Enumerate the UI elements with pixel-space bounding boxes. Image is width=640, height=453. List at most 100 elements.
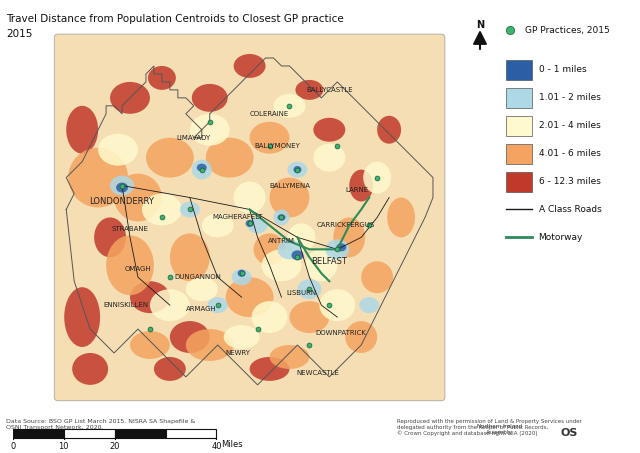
Ellipse shape (180, 202, 200, 217)
Text: BALLYMENA: BALLYMENA (269, 183, 310, 188)
Ellipse shape (250, 357, 289, 381)
Text: Motorway: Motorway (539, 233, 583, 242)
FancyBboxPatch shape (54, 34, 445, 401)
Text: Northern Ireland
Assembly: Northern Ireland Assembly (477, 424, 522, 435)
Ellipse shape (361, 261, 393, 293)
Text: ARMAGH: ARMAGH (186, 306, 217, 312)
Text: STRABANE: STRABANE (111, 226, 148, 232)
Ellipse shape (296, 80, 323, 100)
Ellipse shape (64, 287, 100, 347)
Ellipse shape (269, 345, 309, 369)
Text: 4.01 - 6 miles: 4.01 - 6 miles (539, 149, 600, 158)
Text: BALLYMONEY: BALLYMONEY (255, 143, 300, 149)
Ellipse shape (289, 301, 330, 333)
Ellipse shape (294, 166, 301, 173)
Text: BALLYCASTLE: BALLYCASTLE (306, 87, 353, 93)
Ellipse shape (205, 138, 253, 178)
Ellipse shape (319, 289, 355, 321)
Ellipse shape (234, 182, 266, 213)
Ellipse shape (110, 176, 134, 196)
FancyBboxPatch shape (506, 116, 532, 136)
Text: NEWRY: NEWRY (225, 350, 250, 356)
Text: DOWNPATRICK: DOWNPATRICK (316, 330, 367, 336)
Ellipse shape (72, 353, 108, 385)
Bar (115, 429, 166, 438)
Ellipse shape (106, 236, 154, 295)
Text: DUNGANNON: DUNGANNON (174, 274, 221, 280)
Text: Data Source: BSO GP List March 2015. NISRA SA Shapefile &
OSNI Transport Network: Data Source: BSO GP List March 2015. NIS… (6, 419, 196, 430)
Text: COLERAINE: COLERAINE (250, 111, 289, 117)
Ellipse shape (226, 277, 273, 317)
Ellipse shape (186, 329, 234, 361)
Ellipse shape (314, 144, 345, 172)
Ellipse shape (192, 84, 228, 112)
Ellipse shape (305, 249, 337, 281)
Ellipse shape (94, 217, 126, 257)
Ellipse shape (273, 94, 305, 118)
Ellipse shape (150, 289, 190, 321)
Text: OMAGH: OMAGH (125, 266, 151, 272)
Ellipse shape (377, 116, 401, 144)
Text: GP Practices, 2015: GP Practices, 2015 (525, 25, 609, 34)
Text: N: N (476, 20, 484, 30)
Ellipse shape (333, 217, 365, 257)
Ellipse shape (262, 249, 301, 281)
Ellipse shape (252, 301, 287, 333)
Ellipse shape (66, 106, 98, 154)
Text: 40: 40 (211, 442, 221, 451)
Text: 10: 10 (58, 442, 69, 451)
Ellipse shape (114, 173, 162, 222)
Text: LARNE: LARNE (346, 187, 369, 193)
Ellipse shape (291, 251, 303, 260)
Text: LONDONDERRY: LONDONDERRY (90, 197, 154, 206)
Ellipse shape (314, 118, 345, 142)
Text: Reproduced with the permission of Land & Property Services under
delegated autho: Reproduced with the permission of Land &… (397, 419, 582, 436)
Ellipse shape (116, 183, 128, 193)
Text: NEWCASTLE: NEWCASTLE (296, 370, 339, 376)
Text: MAGHERAFELT: MAGHERAFELT (212, 214, 263, 221)
Ellipse shape (142, 193, 182, 226)
Text: 20: 20 (109, 442, 120, 451)
Text: BELFAST: BELFAST (312, 257, 348, 266)
Ellipse shape (278, 239, 301, 259)
Ellipse shape (325, 239, 349, 259)
Text: OS: OS (561, 428, 579, 438)
Text: 1.01 - 2 miles: 1.01 - 2 miles (539, 93, 600, 102)
Text: 0 - 1 miles: 0 - 1 miles (539, 65, 586, 74)
Ellipse shape (273, 209, 289, 226)
Text: ENNISKILLEN: ENNISKILLEN (104, 302, 148, 308)
FancyBboxPatch shape (506, 172, 532, 192)
Text: 0: 0 (10, 442, 15, 451)
Ellipse shape (364, 162, 391, 193)
Text: A Class Roads: A Class Roads (539, 205, 602, 214)
Ellipse shape (298, 279, 321, 299)
Ellipse shape (246, 220, 253, 227)
Ellipse shape (192, 159, 212, 179)
Ellipse shape (248, 217, 268, 233)
Text: 2.01 - 4 miles: 2.01 - 4 miles (539, 121, 600, 130)
Ellipse shape (387, 198, 415, 237)
Ellipse shape (186, 277, 218, 301)
Ellipse shape (349, 169, 373, 202)
Ellipse shape (250, 122, 289, 154)
Ellipse shape (287, 223, 316, 251)
Ellipse shape (130, 281, 170, 313)
Ellipse shape (359, 297, 379, 313)
FancyBboxPatch shape (506, 144, 532, 164)
Ellipse shape (202, 213, 234, 237)
Ellipse shape (146, 138, 194, 178)
Ellipse shape (278, 214, 285, 221)
Ellipse shape (232, 269, 252, 285)
Ellipse shape (196, 164, 207, 172)
Text: 2015: 2015 (6, 29, 33, 39)
Bar (166, 429, 216, 438)
Ellipse shape (190, 114, 230, 146)
Ellipse shape (98, 134, 138, 166)
Ellipse shape (68, 148, 128, 207)
Ellipse shape (345, 321, 377, 353)
Text: ANTRIM: ANTRIM (268, 238, 295, 244)
Bar (64, 429, 115, 438)
Ellipse shape (253, 233, 285, 265)
Text: LIMAVADY: LIMAVADY (177, 135, 211, 141)
Text: Miles: Miles (221, 440, 243, 449)
